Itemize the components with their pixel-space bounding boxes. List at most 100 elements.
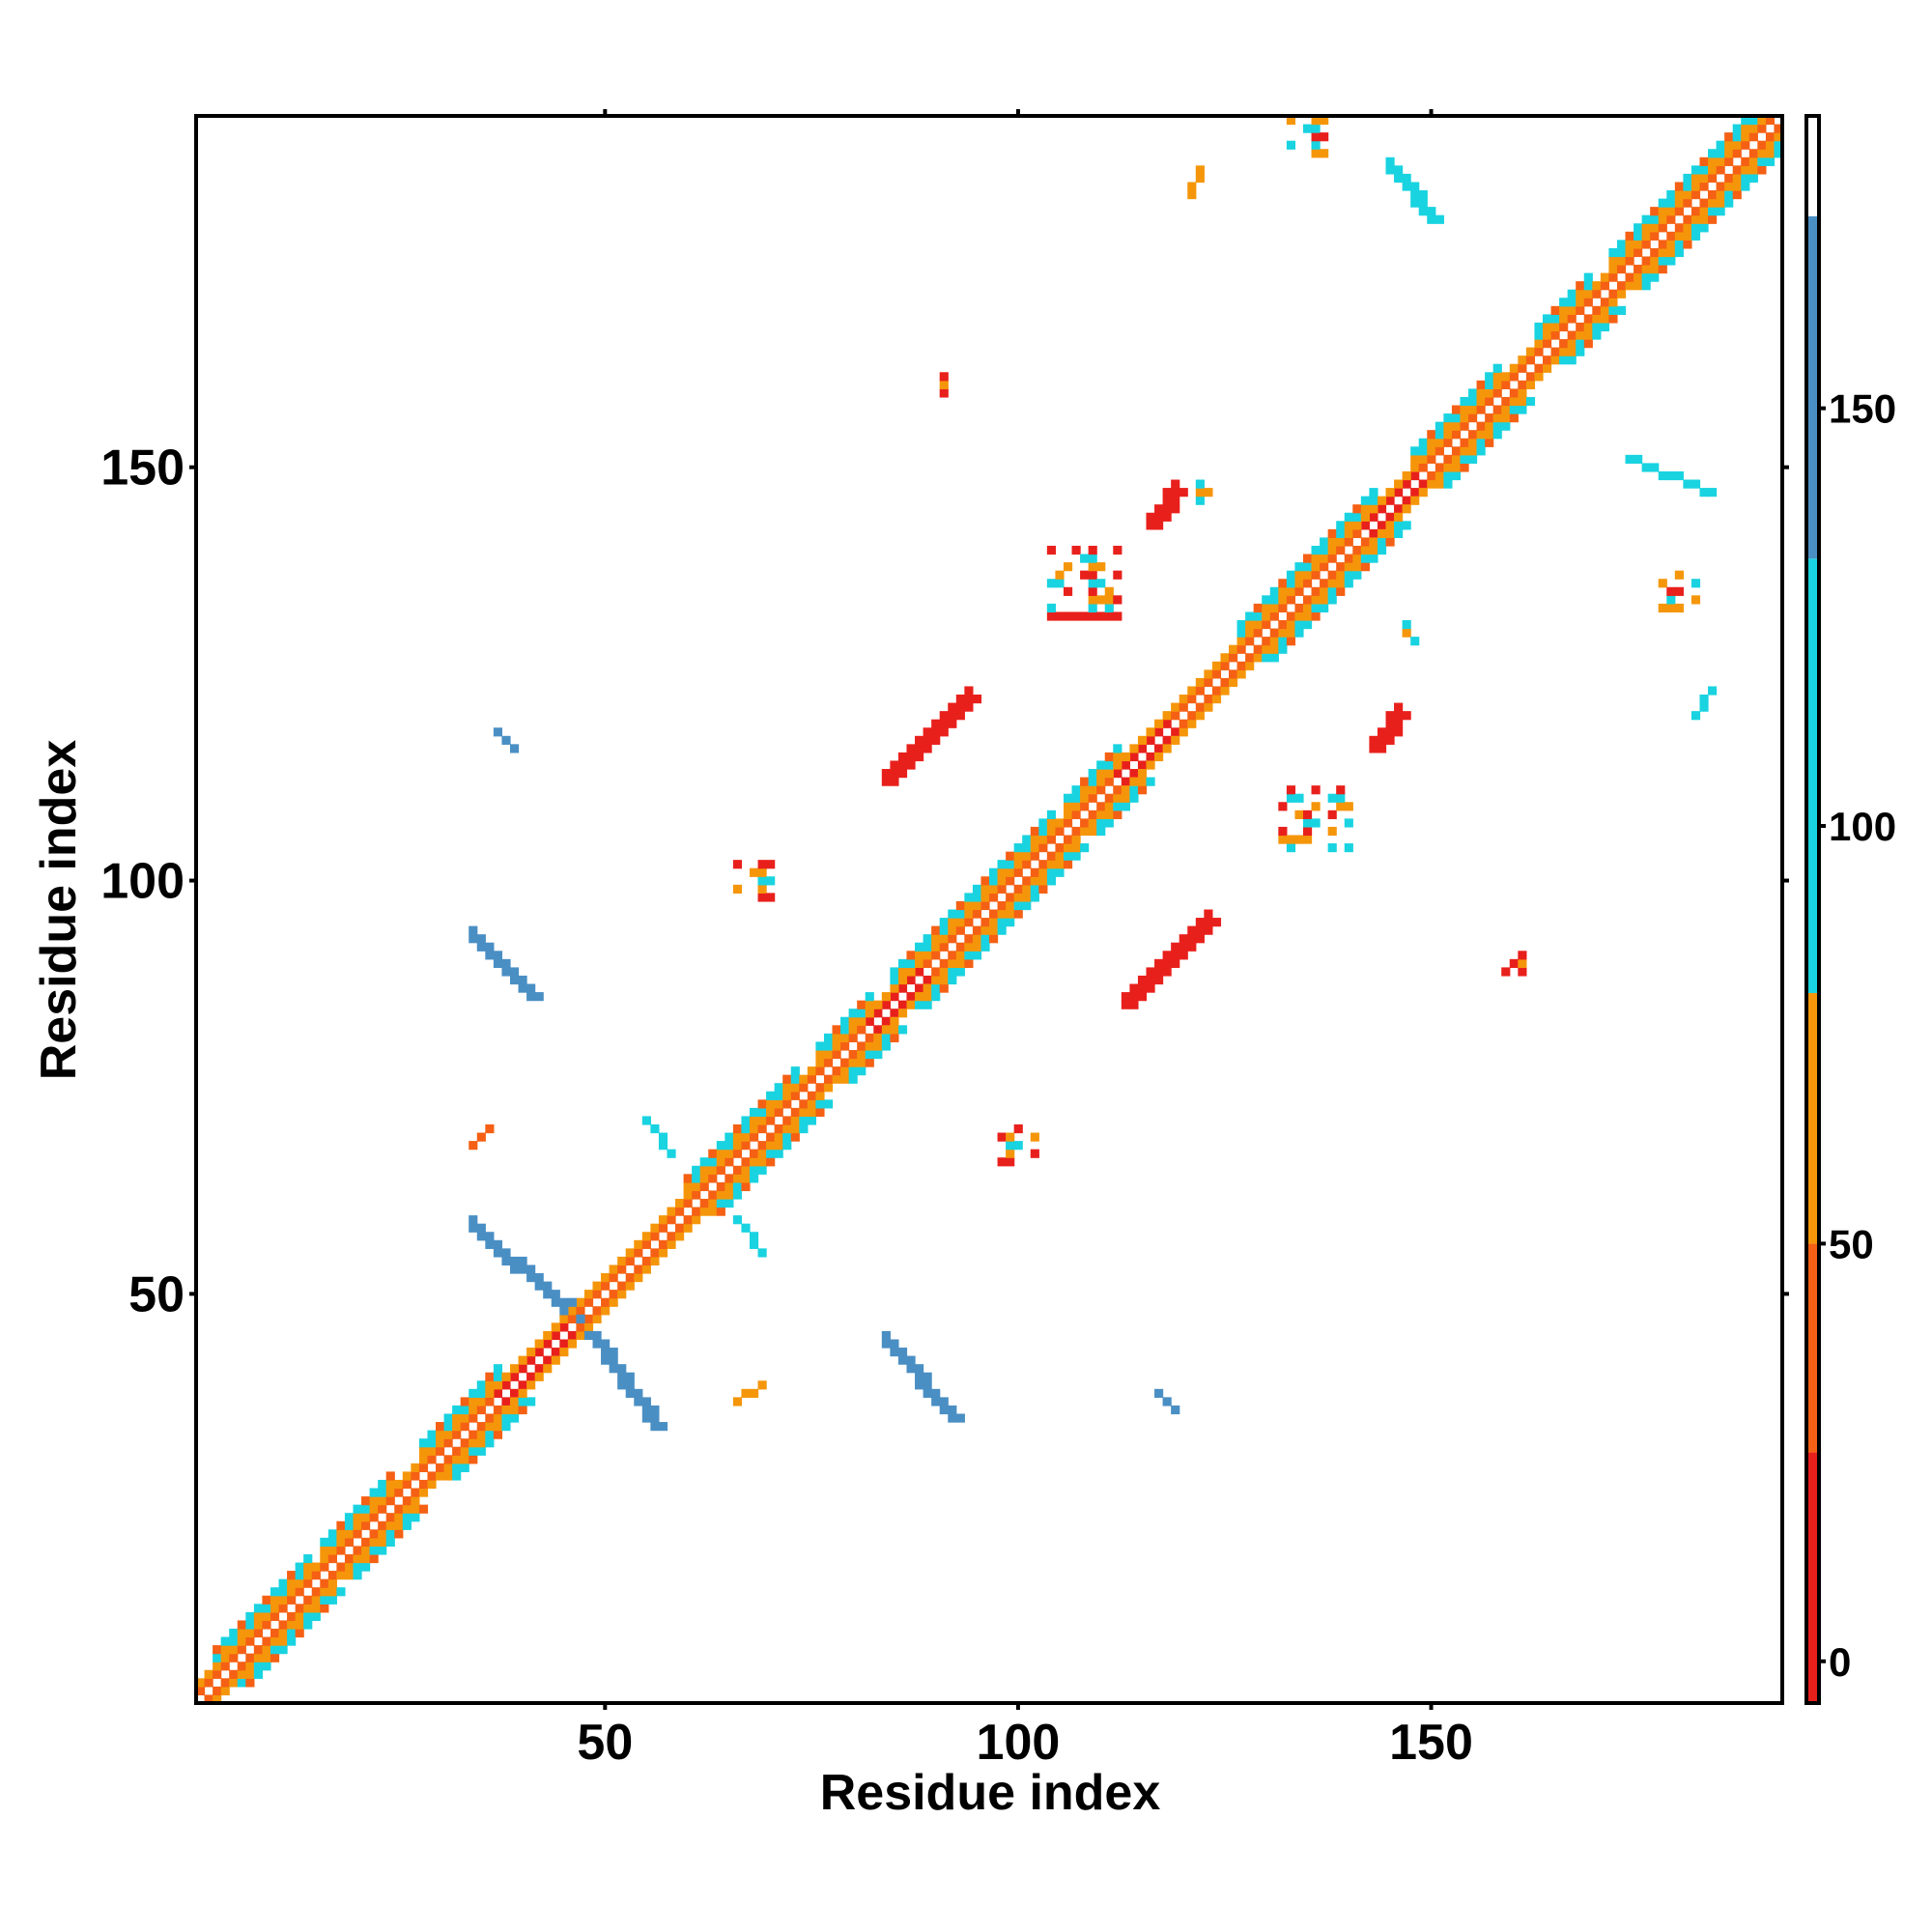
- heatmap-cell: [1327, 554, 1337, 563]
- heatmap-cell: [807, 1116, 816, 1125]
- heatmap-cell: [1765, 156, 1776, 166]
- heatmap-cell: [1344, 843, 1353, 853]
- heatmap-cell: [1080, 785, 1090, 795]
- heatmap-cell: [1451, 413, 1462, 423]
- heatmap-cell: [1336, 793, 1346, 803]
- heatmap-cell: [1080, 793, 1090, 803]
- heatmap-cell: [1732, 124, 1742, 133]
- heatmap-cell: [1154, 727, 1164, 737]
- heatmap-cell: [1732, 190, 1742, 200]
- heatmap-cell: [245, 1628, 255, 1638]
- heatmap-cell: [641, 1397, 651, 1406]
- heatmap-cell: [939, 934, 949, 944]
- heatmap-cell: [972, 695, 982, 704]
- heatmap-cell: [1121, 793, 1130, 803]
- heatmap-cell: [1088, 785, 1097, 795]
- heatmap-cell: [1195, 173, 1205, 184]
- heatmap-cell: [303, 1562, 313, 1572]
- heatmap-cell: [1088, 826, 1097, 837]
- heatmap-cell: [840, 1066, 850, 1076]
- heatmap-cell: [1492, 413, 1502, 423]
- heatmap-cell: [757, 860, 767, 869]
- heatmap-cell: [1583, 272, 1593, 282]
- heatmap-cell: [1550, 347, 1560, 356]
- heatmap-cell: [1104, 595, 1114, 605]
- heatmap-cell: [551, 1348, 560, 1357]
- heatmap-cell: [915, 992, 924, 1002]
- heatmap-cell: [980, 918, 990, 927]
- heatmap-cell: [1104, 611, 1114, 621]
- heatmap-cell: [948, 1405, 957, 1415]
- heatmap-cell: [774, 1123, 783, 1134]
- heatmap-cell: [336, 1537, 346, 1548]
- heatmap-cell: [1171, 479, 1180, 489]
- heatmap-cell: [576, 1306, 585, 1316]
- heatmap-cell: [204, 1678, 213, 1688]
- heatmap-cell: [980, 925, 990, 935]
- heatmap-cell: [270, 1653, 280, 1662]
- heatmap-cell: [790, 1116, 800, 1125]
- heatmap-cell: [1625, 281, 1634, 291]
- heatmap-cell: [1683, 173, 1692, 184]
- heatmap-cell: [353, 1520, 362, 1530]
- heatmap-cell: [1402, 521, 1411, 530]
- heatmap-cell: [1171, 958, 1180, 968]
- heatmap-cell: [1344, 802, 1353, 811]
- heatmap-cell: [1518, 405, 1527, 414]
- heatmap-cell: [385, 1496, 395, 1506]
- heatmap-cell: [1269, 603, 1279, 613]
- heatmap-cell: [732, 1165, 743, 1175]
- heatmap-cell: [1576, 339, 1585, 349]
- heatmap-cell: [469, 1388, 478, 1398]
- heatmap-cell: [989, 925, 999, 935]
- heatmap-cell: [452, 1455, 462, 1464]
- heatmap-cell: [1427, 214, 1436, 224]
- heatmap-cell: [369, 1529, 379, 1539]
- heatmap-cell: [1162, 744, 1172, 753]
- heatmap-cell: [890, 1016, 899, 1026]
- heatmap-cell: [1080, 818, 1090, 828]
- heatmap-cell: [915, 744, 924, 753]
- heatmap-cell: [1006, 1157, 1015, 1167]
- heatmap-cell: [320, 1553, 329, 1564]
- heatmap-cell: [1683, 231, 1692, 241]
- heatmap-cell: [692, 1165, 701, 1175]
- heatmap-cell: [1236, 637, 1246, 646]
- heatmap-cell: [939, 918, 949, 927]
- heatmap-cell: [997, 860, 1007, 869]
- colorbar-tick-label: 150: [1829, 386, 1896, 432]
- heatmap-cell: [385, 1537, 395, 1548]
- heatmap-cell: [1460, 405, 1469, 414]
- heatmap-cell: [1468, 405, 1478, 414]
- heatmap-cell: [245, 1678, 255, 1688]
- heatmap-cell: [1195, 918, 1205, 927]
- heatmap-cell: [245, 1669, 255, 1679]
- heatmap-cell: [757, 1123, 767, 1134]
- heatmap-cell: [509, 1388, 520, 1398]
- heatmap-cell: [906, 1355, 916, 1365]
- heatmap-cell: [327, 1529, 337, 1539]
- heatmap-cell: [1121, 760, 1130, 770]
- colorbar-band: [1806, 215, 1819, 559]
- heatmap-cell: [1683, 223, 1692, 233]
- heatmap-cell: [1674, 570, 1684, 580]
- heatmap-cell: [1302, 595, 1313, 605]
- heatmap-cell: [692, 1190, 701, 1200]
- heatmap-cell: [1245, 619, 1255, 630]
- heatmap-cell: [1634, 272, 1643, 282]
- heatmap-cell: [1129, 983, 1139, 993]
- heatmap-cell: [1741, 140, 1750, 150]
- heatmap-cell: [923, 983, 932, 993]
- heatmap-cell: [1394, 727, 1404, 737]
- heatmap-cell: [716, 1165, 725, 1175]
- heatmap-cell: [1460, 446, 1469, 456]
- heatmap-cell: [1476, 388, 1486, 398]
- heatmap-cell: [1501, 372, 1511, 382]
- heatmap-cell: [1666, 198, 1676, 208]
- heatmap-cell: [815, 1083, 825, 1093]
- heatmap-cell: [452, 1463, 462, 1472]
- heatmap-cell: [955, 918, 965, 927]
- heatmap-cell: [501, 958, 511, 968]
- heatmap-cell: [1443, 430, 1453, 440]
- heatmap-cell: [1518, 396, 1527, 407]
